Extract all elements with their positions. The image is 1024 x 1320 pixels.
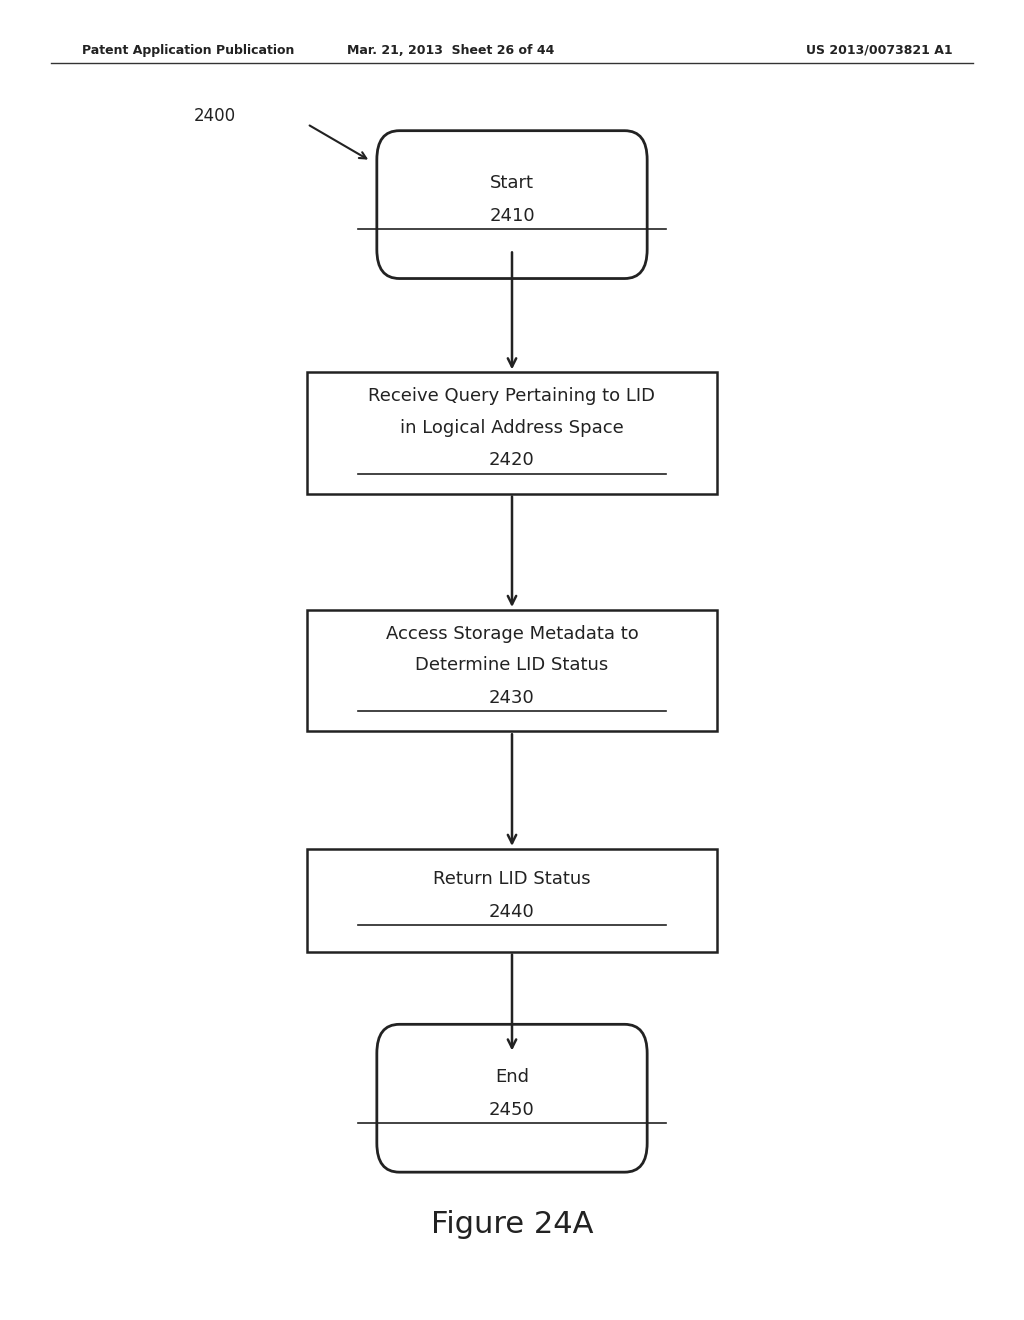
FancyBboxPatch shape <box>377 131 647 279</box>
Text: 2410: 2410 <box>489 207 535 226</box>
Text: 2400: 2400 <box>194 107 237 125</box>
Text: Access Storage Metadata to: Access Storage Metadata to <box>386 624 638 643</box>
FancyBboxPatch shape <box>307 610 717 731</box>
FancyBboxPatch shape <box>377 1024 647 1172</box>
FancyBboxPatch shape <box>307 372 717 494</box>
Text: 2440: 2440 <box>489 903 535 921</box>
Text: Return LID Status: Return LID Status <box>433 870 591 888</box>
Text: in Logical Address Space: in Logical Address Space <box>400 418 624 437</box>
Text: Start: Start <box>490 174 534 193</box>
FancyBboxPatch shape <box>307 849 717 952</box>
Text: End: End <box>495 1068 529 1086</box>
Text: Mar. 21, 2013  Sheet 26 of 44: Mar. 21, 2013 Sheet 26 of 44 <box>347 44 554 57</box>
Text: 2420: 2420 <box>489 451 535 470</box>
Text: Determine LID Status: Determine LID Status <box>416 656 608 675</box>
Text: Figure 24A: Figure 24A <box>431 1210 593 1239</box>
Text: Patent Application Publication: Patent Application Publication <box>82 44 294 57</box>
Text: Receive Query Pertaining to LID: Receive Query Pertaining to LID <box>369 387 655 405</box>
Text: 2450: 2450 <box>489 1101 535 1119</box>
Text: 2430: 2430 <box>489 689 535 708</box>
Text: US 2013/0073821 A1: US 2013/0073821 A1 <box>806 44 952 57</box>
